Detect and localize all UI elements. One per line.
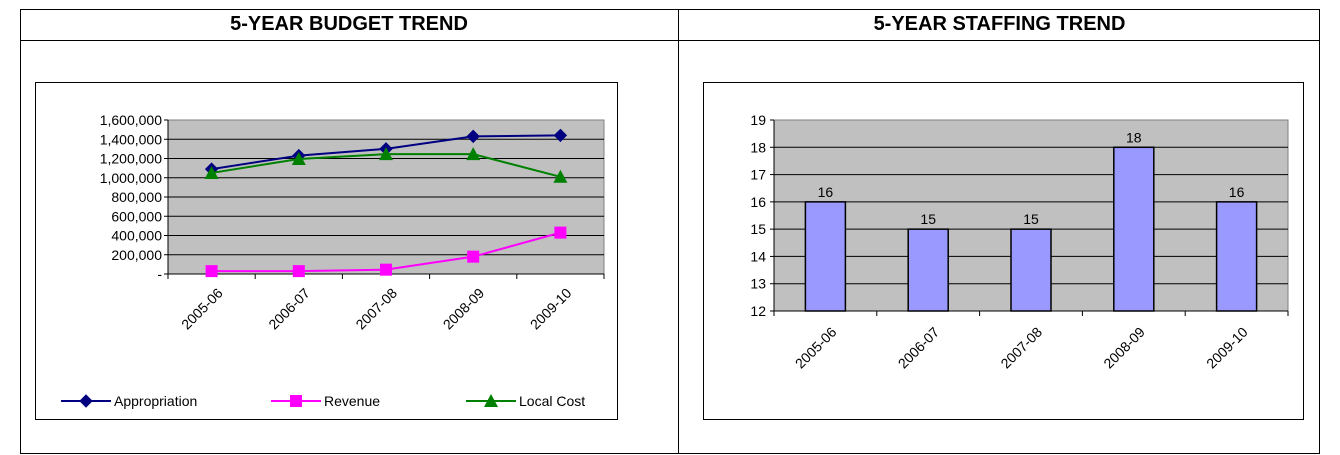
staffing-bar-chart: 12 13 14 15 16 17 18 19 16 15 15 18 16 2005-06 2006-07… [750,112,1289,372]
bar [1215,201,1258,312]
legend-label: Revenue [324,393,380,409]
data-label: 15 [1023,211,1039,227]
x-tick-label: 2009-10 [527,285,575,333]
x-tick-label: 2005-06 [178,285,226,333]
y-tick-label: 12 [750,303,766,319]
y-tick-label: 400,000 [111,228,162,244]
legend-marker [484,394,498,407]
y-tick-label: 600,000 [111,208,162,224]
legend-marker [79,394,93,408]
staffing-chart: 12 13 14 15 16 17 18 19 16 15 15 18 16 2005-06 2006-07… [703,82,1304,420]
y-tick-label: 1,400,000 [100,131,162,147]
y-tick-label: 18 [750,139,766,155]
legend-marker [290,395,302,407]
x-tick-label: 2007-08 [997,324,1045,372]
data-point [466,129,480,144]
x-tick-label: 2006-07 [265,285,313,333]
data-point [379,147,393,161]
y-tick-label: 16 [750,194,766,210]
panel-divider [678,9,679,454]
data-point [380,263,392,276]
bar [1113,146,1155,312]
legend-item: Revenue [271,393,380,409]
data-point [467,250,480,263]
data-label: 16 [1229,184,1245,200]
legend-item: Appropriation [61,393,197,409]
y-tick-label: 1,200,000 [100,151,162,167]
data-label: 18 [1126,129,1142,145]
y-tick-label: 1,000,000 [100,170,162,186]
x-tick-label: 2006-07 [895,324,943,372]
data-point [292,265,305,278]
header-divider [20,40,1320,41]
bar [804,201,847,312]
x-tick-label: 2007-08 [352,285,400,333]
y-tick-label: 13 [750,276,766,292]
data-point [205,265,218,278]
y-tick-label: 15 [750,221,766,237]
legend-item: Local Cost [466,393,585,409]
budget-trend-title: 5-YEAR BUDGET TREND [230,13,468,35]
data-point [554,226,567,239]
legend: Appropriation Revenue Local Cost [61,393,585,409]
data-point [291,151,306,165]
data-point [204,165,219,179]
y-tick-label: 1,600,000 [100,112,162,128]
data-label: 15 [920,211,936,227]
data-label: 16 [818,184,834,200]
y-tick-label: 14 [750,248,766,264]
y-tick-label: 800,000 [111,189,162,205]
legend-label: Local Cost [519,393,585,409]
x-tick-label: 2009-10 [1203,324,1251,372]
budget-line-chart: - 200,000 400,000 600,000 800,000 1,000,000 1,… [61,112,605,409]
y-tick-label: 19 [750,112,766,128]
x-tick-label: 2008-09 [440,285,488,333]
staffing-trend-title: 5-YEAR STAFFING TREND [873,13,1126,35]
y-tick-label: 17 [750,167,766,183]
data-point [553,169,568,183]
bar [1010,228,1052,312]
legend-label: Appropriation [114,393,197,409]
y-tick-label: - [157,266,162,282]
bar [907,228,949,312]
report-frame [20,9,1320,454]
series-local-cost [204,147,568,183]
x-tick-label: 2008-09 [1100,324,1148,372]
x-tick-label: 2005-06 [792,324,840,372]
data-point [553,128,568,143]
budget-chart: - 200,000 400,000 600,000 800,000 1,000,000 1,… [35,82,618,420]
data-point [466,147,481,161]
y-tick-label: 200,000 [111,247,162,263]
series-revenue [205,226,567,278]
